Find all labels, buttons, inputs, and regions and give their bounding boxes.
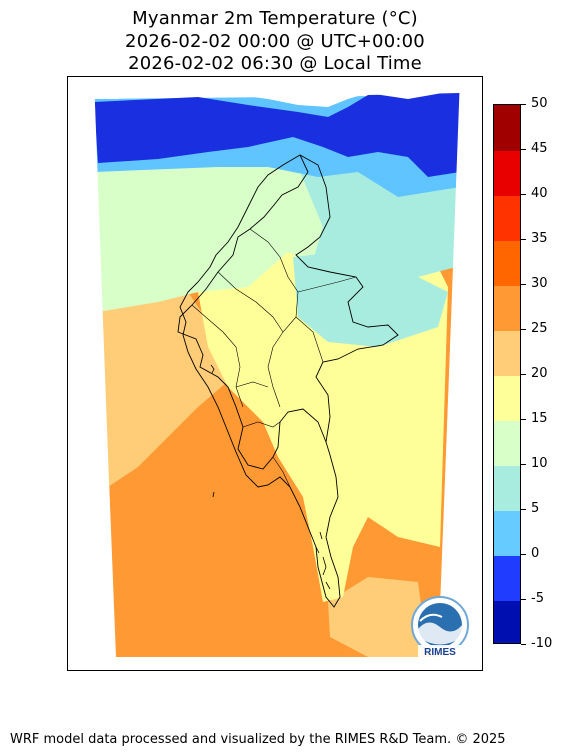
colorbar-tick-label: 15 — [531, 411, 548, 426]
credit-footer: WRF model data processed and visualized … — [10, 732, 506, 747]
colorbar-tick-label: 30 — [531, 276, 548, 291]
colorbar-segment — [494, 195, 520, 241]
colorbar-tick-label: 45 — [531, 141, 548, 156]
deep-cold-zone — [94, 93, 460, 177]
colorbar-tick-label: 20 — [531, 366, 548, 381]
myanmar-country-border — [177, 154, 341, 608]
temperature-colorbar — [493, 104, 521, 644]
map-title: Myanmar 2m Temperature (°C) — [132, 8, 418, 29]
rimes-logo: RIMES — [411, 596, 469, 658]
colorbar-tick-label: 35 — [531, 231, 548, 246]
colorbar-tick-label: 40 — [531, 186, 548, 201]
colorbar-segment — [494, 240, 520, 286]
sea-warm-band-west — [98, 292, 233, 487]
coastal-islands — [210, 364, 331, 590]
colorbar-tick-mark — [521, 374, 526, 375]
colorbar-segment — [494, 555, 520, 601]
cool-zone-central — [293, 252, 448, 347]
colorbar-tick-mark — [521, 149, 526, 150]
colorbar-segment — [494, 420, 520, 466]
state-borders — [191, 228, 357, 488]
colorbar-tick-mark — [521, 329, 526, 330]
colorbar-tick-mark — [521, 194, 526, 195]
colorbar-tick-mark — [521, 644, 526, 645]
temperature-map-canvas: RIMES — [68, 77, 482, 670]
outside-domain-left — [68, 77, 116, 670]
outside-domain-right — [438, 77, 482, 670]
colorbar-tick-mark — [521, 554, 526, 555]
colorbar-segment — [494, 600, 520, 643]
colorbar-segment — [494, 465, 520, 511]
colorbar-tick-mark — [521, 464, 526, 465]
colorbar-tick-mark — [521, 599, 526, 600]
colorbar-tick-label: -10 — [531, 636, 553, 651]
colorbar-segment — [494, 150, 520, 196]
myanmar-northeast-border — [295, 154, 399, 443]
sea-warm-patch-south — [328, 577, 428, 657]
rimes-logo-text: RIMES — [424, 647, 456, 658]
colorbar-segment — [494, 105, 520, 151]
colorbar-tick-mark — [521, 239, 526, 240]
colorbar-tick-label: 25 — [531, 321, 548, 336]
colorbar-tick-label: -5 — [531, 591, 544, 606]
colorbar-tick-mark — [521, 419, 526, 420]
colorbar-tick-mark — [521, 509, 526, 510]
colorbar-segment — [494, 330, 520, 376]
colorbar-tick-label: 0 — [531, 546, 540, 561]
colorbar-tick-mark — [521, 104, 526, 105]
temperature-map: RIMES — [67, 76, 483, 671]
local-time-subtitle: 2026-02-02 06:30 @ Local Time — [128, 53, 422, 74]
utc-time-subtitle: 2026-02-02 00:00 @ UTC+00:00 — [125, 31, 425, 52]
colorbar-tick-label: 5 — [531, 501, 540, 516]
snow-cap — [68, 77, 482, 137]
colorbar-tick-label: 50 — [531, 96, 548, 111]
colorbar-tick-mark — [521, 284, 526, 285]
colorbar-segment — [494, 510, 520, 556]
colorbar-segment — [494, 375, 520, 421]
colorbar-tick-label: 10 — [531, 456, 548, 471]
outside-domain-bottom — [68, 659, 482, 670]
colorbar-segment — [494, 285, 520, 331]
